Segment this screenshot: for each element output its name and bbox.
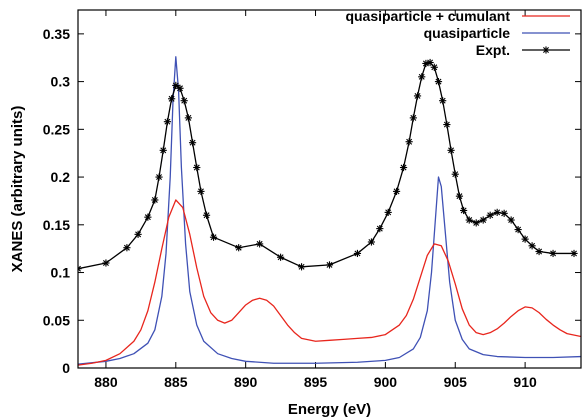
data-point — [426, 58, 434, 67]
data-point — [447, 146, 455, 154]
series-0 — [78, 199, 581, 366]
data-point — [325, 261, 334, 269]
data-point — [78, 265, 82, 273]
data-point — [297, 263, 306, 271]
data-point — [409, 114, 417, 122]
series-2 — [78, 58, 578, 273]
y-tick-label: 0.05 — [43, 312, 70, 328]
data-point — [493, 208, 501, 216]
data-point — [180, 97, 188, 105]
y-tick-label: 0.35 — [43, 26, 70, 42]
x-tick-label: 880 — [94, 374, 118, 390]
data-point — [418, 73, 426, 81]
data-point — [439, 97, 447, 105]
data-point — [193, 163, 201, 172]
series-line — [78, 56, 581, 365]
data-point — [443, 120, 451, 129]
plot-frame — [77, 9, 582, 369]
series-line — [78, 199, 581, 366]
data-point — [472, 219, 480, 227]
y-axis-title: XANES (arbitrary units) — [9, 106, 26, 273]
data-point — [500, 209, 508, 217]
x-tick-label: 895 — [304, 374, 328, 390]
data-point — [151, 196, 159, 204]
data-point — [134, 230, 142, 238]
axis-ticks: 880 885 890 895 900 905 910 0 0.05 0.1 0.15 0.2 0.25… — [43, 10, 581, 390]
data-point — [413, 92, 422, 100]
data-point — [209, 233, 218, 241]
data-point — [570, 249, 578, 258]
data-point — [455, 192, 464, 200]
y-tick-label: 0 — [62, 360, 70, 376]
legend-label: quasiparticle + cumulant — [345, 8, 510, 24]
data-point — [434, 78, 443, 86]
y-tick-label: 0.25 — [43, 121, 70, 137]
legend-marker — [542, 46, 550, 54]
data-point — [392, 187, 401, 195]
data-point — [176, 84, 184, 92]
data-point — [507, 216, 515, 224]
legend: quasiparticle + cumulantquasiparticleExp… — [345, 8, 570, 58]
data-point — [479, 216, 487, 224]
series-layer — [78, 56, 581, 366]
data-point — [465, 216, 473, 224]
data-point — [528, 242, 536, 250]
y-tick-label: 0.1 — [51, 265, 71, 281]
data-point — [188, 139, 197, 147]
y-tick-label: 0.3 — [51, 74, 71, 90]
data-point — [256, 240, 264, 248]
data-point — [430, 63, 438, 71]
data-point — [235, 244, 243, 252]
x-tick-label: 900 — [374, 374, 398, 390]
data-point — [549, 249, 557, 258]
x-tick-label: 910 — [513, 374, 537, 390]
data-point — [486, 211, 494, 219]
y-tick-label: 0.15 — [43, 217, 70, 233]
x-tick-label: 890 — [234, 374, 258, 390]
data-point — [376, 225, 384, 233]
data-point — [197, 187, 205, 195]
data-point — [202, 211, 211, 219]
data-point — [521, 235, 529, 243]
data-point — [159, 146, 167, 154]
data-point — [353, 249, 362, 258]
data-point — [163, 118, 172, 126]
legend-label: Expt. — [476, 42, 510, 58]
data-point — [460, 206, 468, 215]
data-point — [172, 81, 180, 90]
data-point — [384, 208, 392, 216]
data-point — [514, 225, 522, 234]
data-point — [367, 238, 376, 246]
data-point — [155, 173, 163, 181]
x-tick-label: 905 — [444, 374, 468, 390]
data-point — [144, 213, 152, 221]
y-tick-label: 0.2 — [51, 169, 71, 185]
data-point — [405, 138, 413, 146]
data-point — [168, 95, 176, 103]
legend-label: quasiparticle — [424, 25, 511, 41]
data-point — [276, 253, 285, 261]
data-point — [451, 170, 459, 178]
data-point — [123, 244, 131, 252]
data-point — [399, 163, 408, 172]
series-1 — [78, 56, 581, 365]
data-point — [102, 259, 110, 267]
x-tick-label: 885 — [164, 374, 188, 390]
data-point — [184, 114, 192, 122]
data-point — [535, 247, 543, 256]
x-axis-title: Energy (eV) — [288, 401, 371, 418]
